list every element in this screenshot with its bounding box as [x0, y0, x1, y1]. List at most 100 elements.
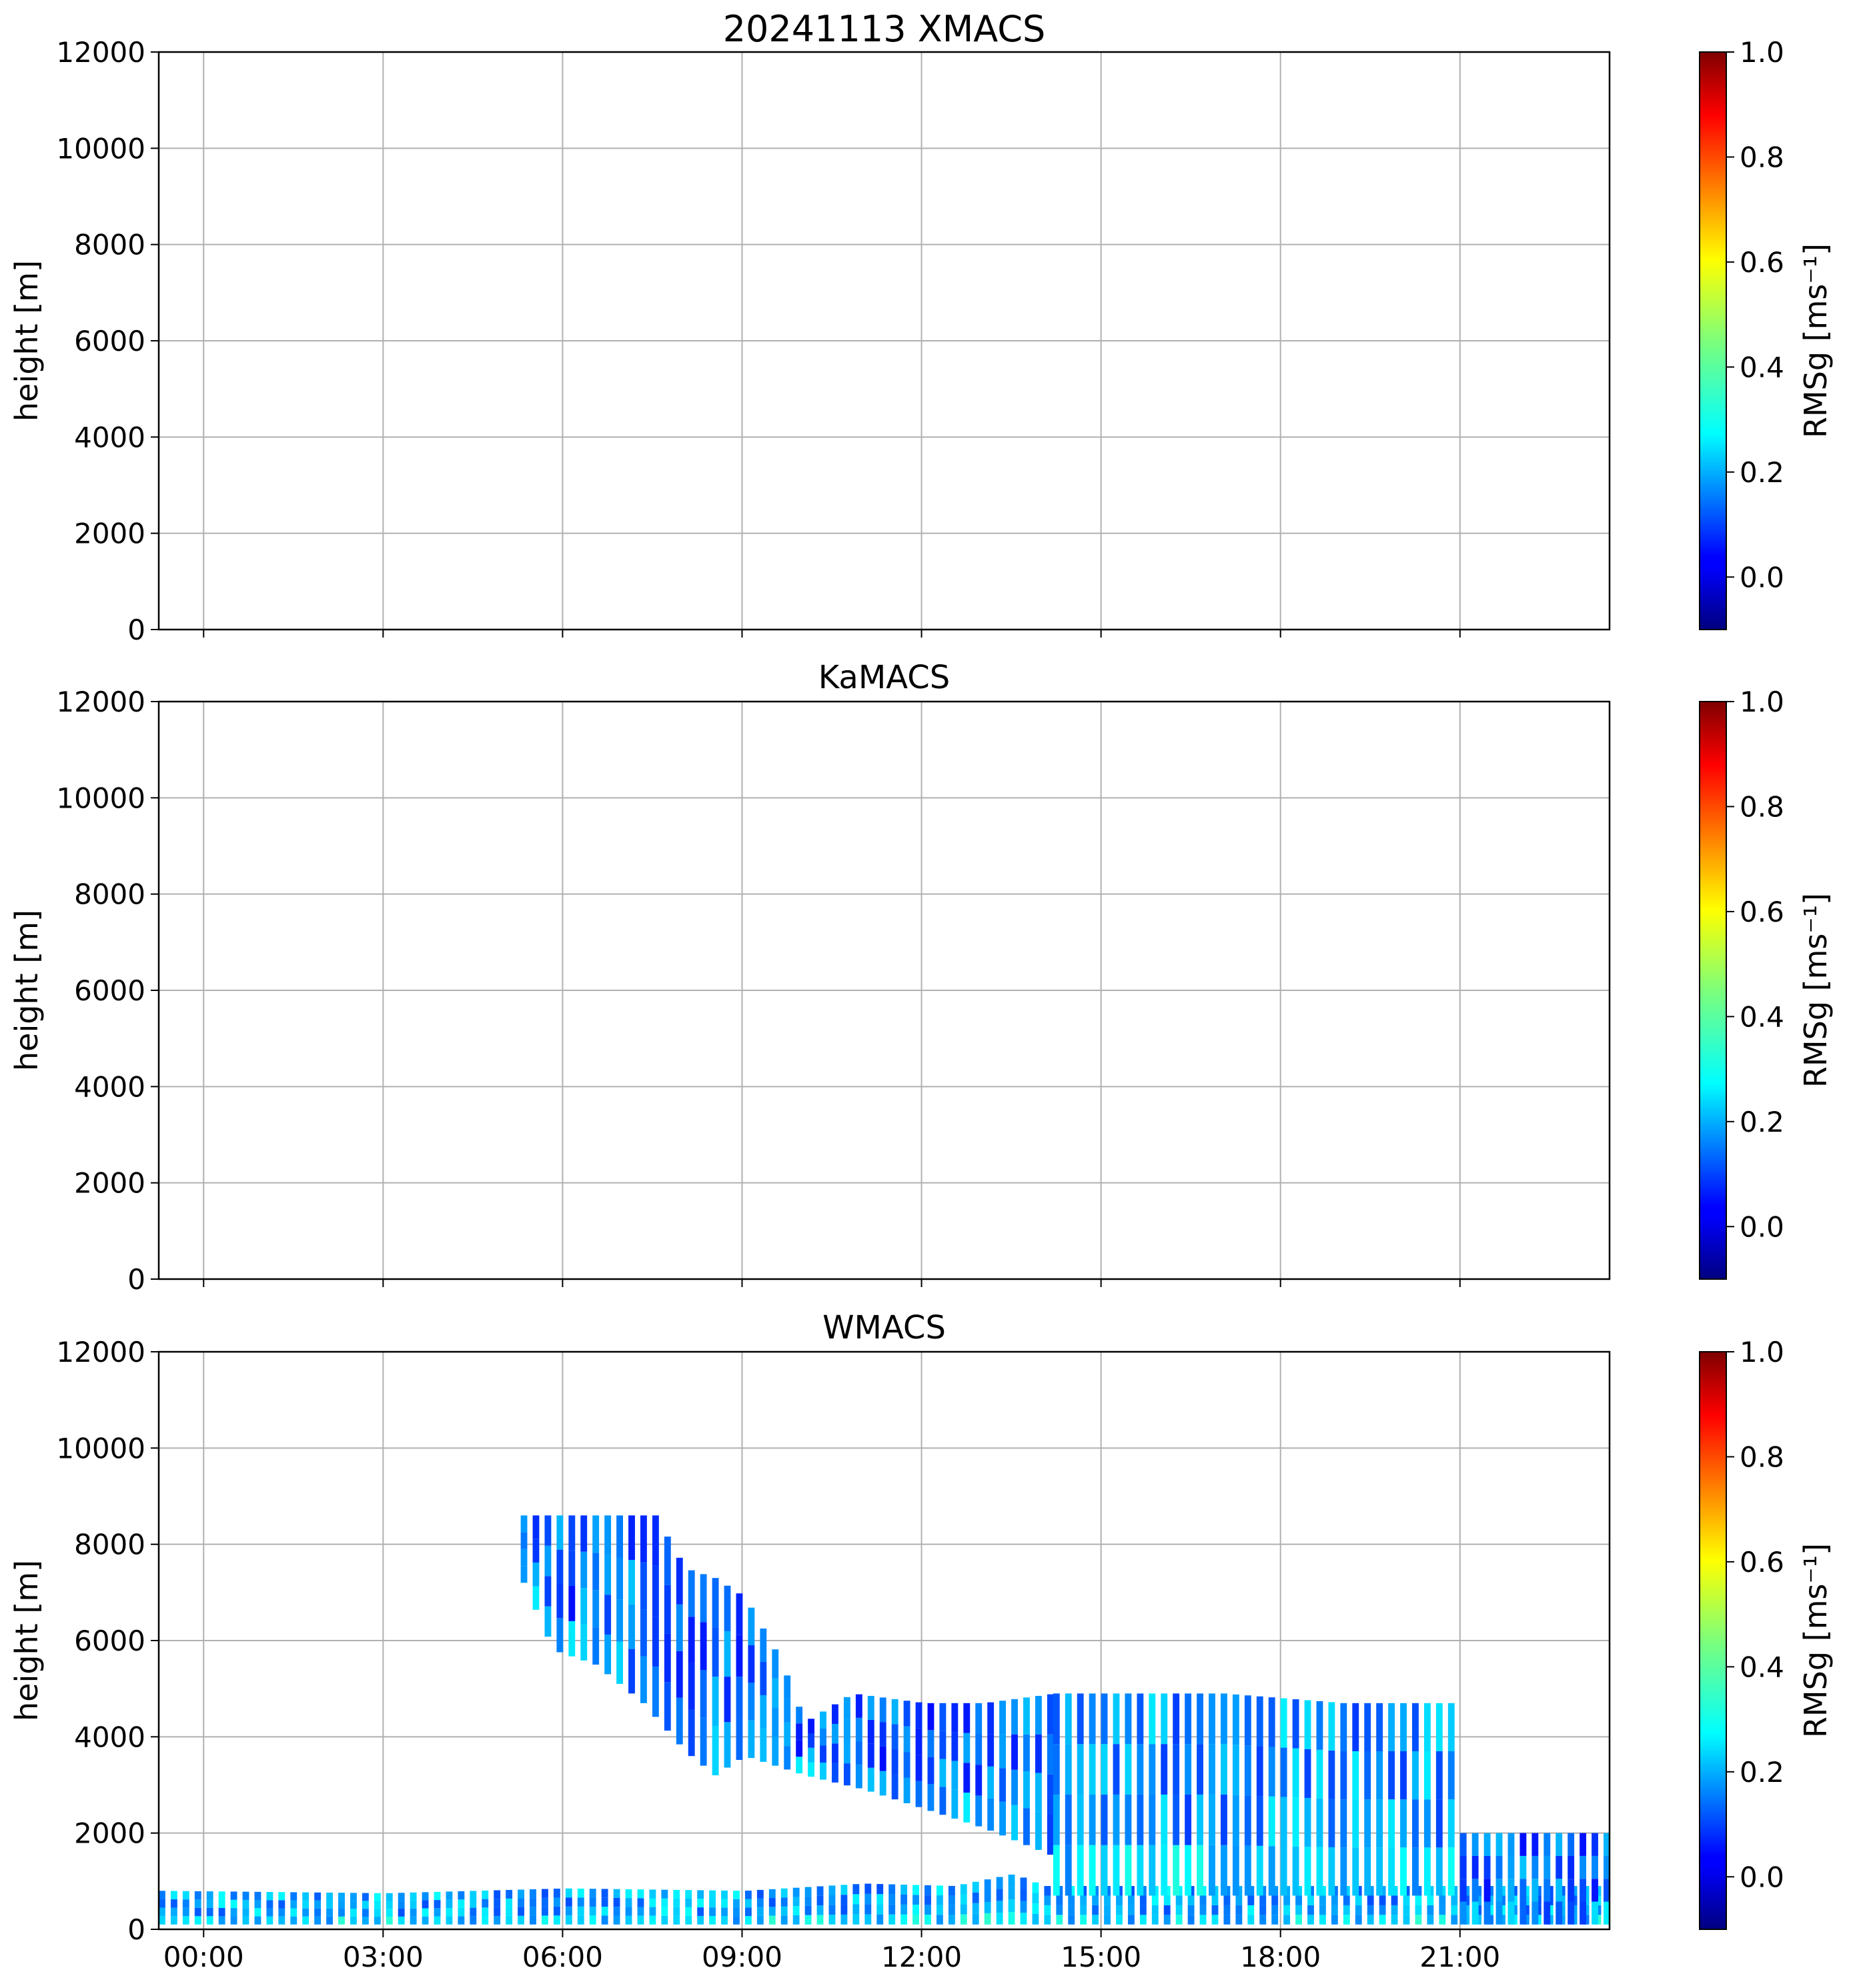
data-stripe: [601, 1915, 608, 1925]
data-stripe: [1161, 1693, 1168, 1745]
data-stripe: [520, 1532, 528, 1549]
data-stripe: [915, 1781, 922, 1807]
data-stripe: [1415, 1915, 1422, 1925]
data-stripe: [601, 1897, 608, 1907]
data-stripe: [518, 1907, 525, 1916]
data-stripe: [1221, 1693, 1227, 1745]
data-stripe: [1211, 1915, 1219, 1925]
data-stripe: [290, 1908, 297, 1917]
data-stripe: [398, 1893, 405, 1901]
data-stripe: [876, 1884, 884, 1895]
grid-lines: [159, 701, 1610, 1280]
data-stripe: [712, 1726, 719, 1776]
data-stripe: [996, 1877, 1003, 1889]
data-stripe: [700, 1574, 707, 1623]
x-tick-label: 00:00: [163, 1941, 244, 1973]
data-stripe: [780, 1906, 788, 1916]
data-stripe: [1011, 1734, 1018, 1770]
data-stripe: [709, 1915, 716, 1925]
data-stripe: [1367, 1915, 1374, 1925]
data-stripe: [1256, 1845, 1263, 1896]
data-stripe: [1304, 1749, 1311, 1798]
data-stripe: [556, 1618, 564, 1653]
panel-kamacs: 0 2000 4000 6000 8000 10000 12000 KaMACS heigh…: [9, 659, 1834, 1296]
data-stripe: [924, 1895, 931, 1905]
data-stripe: [532, 1539, 540, 1563]
data-stripe: [1139, 1895, 1147, 1905]
data-stripe: [1139, 1905, 1147, 1915]
data-stripe: [733, 1916, 740, 1925]
data-stripe: [784, 1722, 791, 1747]
data-stripe: [900, 1885, 908, 1895]
data-stripe: [1020, 1901, 1027, 1913]
data-stripe: [855, 1741, 862, 1765]
figure-title: 20241113 XMACS: [723, 8, 1046, 50]
data-stripe: [1304, 1797, 1311, 1847]
data-stripe: [434, 1900, 441, 1909]
x-tick-label: 06:00: [522, 1941, 603, 1973]
data-stripe: [553, 1915, 560, 1925]
data-stripe: [927, 1703, 935, 1731]
data-stripe: [808, 1762, 815, 1777]
data-stripe: [206, 1891, 213, 1900]
data-stripe: [1077, 1845, 1084, 1896]
data-stripe: [792, 1887, 800, 1897]
data-stripe: [1367, 1895, 1374, 1905]
data-stripe: [1268, 1846, 1275, 1896]
data-stripe: [1065, 1693, 1072, 1745]
data-stripe: [855, 1694, 862, 1718]
data-stripe: [987, 1766, 995, 1799]
data-stripe: [1101, 1794, 1108, 1845]
data-stripe: [278, 1908, 285, 1917]
data-stripe: [1295, 1905, 1302, 1915]
data-stripe: [362, 1916, 369, 1925]
data-stripe: [975, 1703, 983, 1735]
y-tick-label: 8000: [74, 878, 145, 911]
data-stripe: [1507, 1833, 1515, 1856]
data-stripe: [733, 1891, 740, 1899]
data-stripe: [1343, 1895, 1350, 1905]
data-stripe: [422, 1900, 429, 1909]
data-stripe: [948, 1895, 955, 1905]
data-stripe: [649, 1898, 656, 1907]
data-stripe: [724, 1631, 731, 1677]
data-stripe: [398, 1909, 405, 1917]
data-stripe: [1471, 1901, 1479, 1925]
data-stripe: [1137, 1845, 1144, 1896]
data-layer: [159, 1515, 1610, 1925]
data-stripe: [1244, 1795, 1251, 1846]
data-stripe: [984, 1913, 991, 1925]
data-stripe: [182, 1907, 189, 1917]
data-stripe: [1023, 1808, 1030, 1845]
data-stripe: [736, 1718, 743, 1760]
data-stripe: [1459, 1879, 1467, 1902]
data-stripe: [1459, 1833, 1467, 1856]
data-stripe: [1175, 1895, 1183, 1905]
data-stripe: [1403, 1905, 1410, 1915]
data-stripe: [1439, 1905, 1446, 1915]
data-stripe: [975, 1765, 983, 1796]
data-stripe: [1101, 1845, 1108, 1896]
data-stripe: [1077, 1794, 1084, 1845]
data-stripe: [470, 1899, 477, 1908]
x-tick-label: 09:00: [702, 1941, 782, 1973]
data-stripe: [1035, 1734, 1042, 1773]
data-stripe: [1343, 1915, 1350, 1925]
data-stripe: [254, 1908, 261, 1917]
data-stripe: [1065, 1744, 1072, 1795]
data-stripe: [1244, 1695, 1251, 1746]
data-stripe: [736, 1635, 743, 1677]
data-stripe: [1137, 1693, 1144, 1745]
data-stripe: [434, 1891, 441, 1901]
data-stripe: [458, 1916, 465, 1925]
data-stripe: [1604, 1879, 1610, 1902]
data-stripe: [1175, 1905, 1183, 1915]
data-stripe: [386, 1917, 393, 1925]
y-tick-label: 4000: [74, 421, 145, 453]
data-stripe: [676, 1604, 683, 1651]
data-stripe: [1047, 1694, 1054, 1735]
data-stripe: [506, 1907, 513, 1916]
data-stripe: [350, 1909, 357, 1917]
data-stripe: [709, 1907, 716, 1916]
data-stripe: [1256, 1696, 1263, 1747]
